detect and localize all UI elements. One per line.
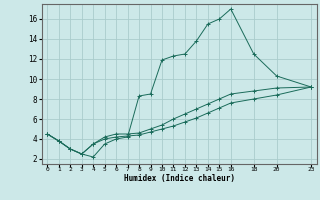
X-axis label: Humidex (Indice chaleur): Humidex (Indice chaleur) [124, 174, 235, 183]
